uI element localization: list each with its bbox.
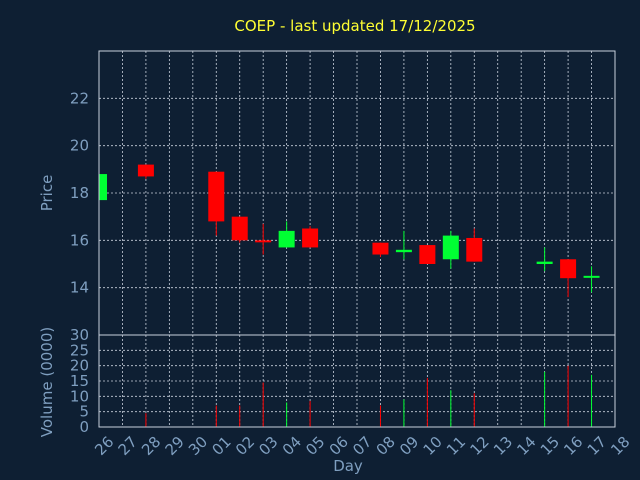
x-tick-label: 02: [232, 433, 258, 459]
volume-tick-label: 10: [70, 387, 89, 405]
x-tick-label: 05: [302, 433, 328, 459]
candle-body: [372, 242, 389, 255]
volume-grid: [98, 334, 616, 428]
x-tick-label: 04: [279, 433, 305, 459]
price-tick-label: 14: [70, 279, 89, 297]
x-tick-label: 16: [560, 433, 586, 459]
candle-body: [208, 171, 225, 222]
volume-panel-frame: [98, 334, 616, 428]
volume-tick-label: 30: [70, 326, 89, 344]
x-tick-label: 07: [349, 433, 375, 459]
price-axis-ticks: 14 16 18 20 22: [70, 89, 89, 296]
price-tick-label: 16: [70, 231, 89, 249]
x-tick-label: 06: [326, 433, 352, 459]
price-grid: [98, 51, 616, 335]
candle-body: [395, 249, 412, 253]
candle-body: [137, 164, 154, 177]
x-tick-label: 13: [490, 433, 516, 459]
candle-body: [278, 230, 295, 248]
candles: [98, 164, 600, 298]
y-axis-label: Price: [38, 175, 56, 212]
x-tick-label: 18: [607, 433, 633, 459]
x-axis-label: Day: [333, 457, 363, 475]
x-tick-label: 27: [115, 433, 141, 459]
candle-body: [99, 174, 107, 201]
price-tick-label: 18: [70, 184, 89, 202]
x-tick-label: 10: [420, 433, 446, 459]
x-tick-label: 08: [373, 433, 399, 459]
x-tick-label: 29: [162, 433, 188, 459]
volume-tick-label: 25: [70, 341, 89, 359]
volume-tick-label: 5: [79, 403, 89, 421]
candle-body: [255, 240, 272, 243]
price-tick-label: 20: [70, 137, 89, 155]
x-tick-label: 26: [91, 433, 117, 459]
candle-body: [466, 237, 483, 262]
candle-body: [536, 261, 553, 264]
volume-axis-label: Volume (0000): [38, 327, 56, 437]
x-tick-label: 14: [513, 433, 539, 459]
volume-tick-label: 15: [70, 372, 89, 390]
candle-body: [560, 259, 577, 279]
x-tick-label: 12: [466, 433, 492, 459]
chart-title: COEP - last updated 17/12/2025: [234, 17, 475, 35]
price-tick-label: 22: [70, 89, 89, 107]
x-tick-label: 03: [255, 433, 281, 459]
volume-bars: [145, 365, 593, 427]
x-axis-ticks: 2627282930010203040506070809101112131415…: [91, 433, 633, 459]
x-tick-label: 15: [537, 433, 563, 459]
candle-body: [302, 228, 319, 248]
candle-body: [419, 245, 436, 264]
volume-tick-label: 0: [79, 418, 89, 436]
x-tick-label: 28: [138, 433, 164, 459]
candle-body: [442, 235, 459, 260]
candle-body: [583, 275, 600, 278]
x-tick-label: 11: [443, 433, 469, 459]
x-tick-label: 30: [185, 433, 211, 459]
x-tick-label: 17: [584, 433, 610, 459]
volume-tick-label: 20: [70, 357, 89, 375]
candle-body: [231, 216, 248, 241]
x-tick-label: 01: [208, 433, 234, 459]
x-tick-label: 09: [396, 433, 422, 459]
